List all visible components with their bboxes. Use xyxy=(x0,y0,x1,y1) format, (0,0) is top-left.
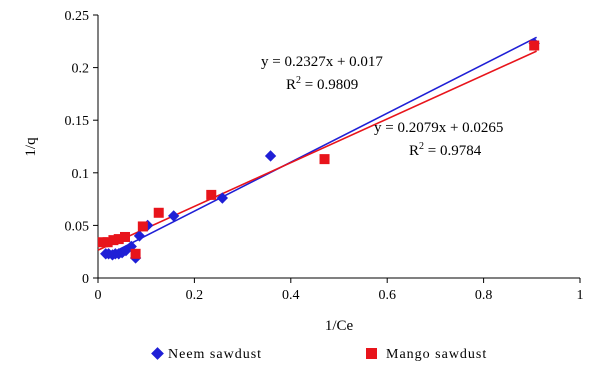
y-tick-label: 0.2 xyxy=(72,62,90,77)
mango-point xyxy=(102,237,113,248)
neem-equation-annotation: y = 0.2327x + 0.017 R2 = 0.9809 xyxy=(261,54,383,93)
x-tick-label: 0.6 xyxy=(378,288,396,303)
mango-point xyxy=(206,189,217,200)
mango-points xyxy=(97,40,540,259)
legend-neem-label: Neem sawdust xyxy=(168,347,262,362)
y-tick-label: 0.15 xyxy=(65,114,90,129)
mango-r2: R2 = 0.9784 xyxy=(409,141,482,159)
mango-point xyxy=(153,207,164,218)
neem-point xyxy=(264,150,277,162)
legend-mango-marker xyxy=(366,348,377,359)
mango-point xyxy=(319,154,330,165)
neem-r2: R2 = 0.9809 xyxy=(286,75,358,93)
y-tick-label: 0.1 xyxy=(72,167,90,182)
y-axis-title: 1/q xyxy=(23,137,39,157)
legend-item-neem: Neem sawdust xyxy=(151,347,262,362)
y-tick-label: 0 xyxy=(82,272,89,287)
legend-neem-marker xyxy=(151,347,164,360)
mango-point xyxy=(113,234,124,245)
neem-point xyxy=(216,192,229,204)
legend-item-mango: Mango sawdust xyxy=(366,347,487,362)
x-axis-title: 1/Ce xyxy=(325,318,354,334)
legend-mango-label: Mango sawdust xyxy=(386,347,487,362)
mango-equation: y = 0.2079x + 0.0265 xyxy=(374,120,503,136)
neem-equation: y = 0.2327x + 0.017 xyxy=(261,54,383,70)
legend: Neem sawdust Mango sawdust xyxy=(151,347,487,362)
x-tick-label: 1 xyxy=(577,288,584,303)
mango-point xyxy=(137,221,148,232)
mango-point xyxy=(108,235,119,246)
x-tick-label: 0 xyxy=(95,288,102,303)
x-tick-label: 0.4 xyxy=(282,288,300,303)
x-tick-label: 0.2 xyxy=(186,288,204,303)
mango-point xyxy=(119,231,130,242)
x-tick-label: 0.8 xyxy=(475,288,493,303)
y-tick-label: 0.25 xyxy=(65,9,90,24)
neem-point xyxy=(133,230,146,242)
neem-point xyxy=(168,210,180,222)
neem-fit-line xyxy=(104,36,537,258)
mango-equation-annotation: y = 0.2079x + 0.0265 R2 = 0.9784 xyxy=(374,120,503,159)
axes: 0 0.2 0.4 0.6 0.8 1 0 0.05 0.1 0.15 0.2 0.25 xyxy=(65,9,584,303)
neem-point xyxy=(125,240,137,253)
y-tick-label: 0.05 xyxy=(65,219,90,234)
mango-point xyxy=(130,248,141,259)
mango-point xyxy=(529,40,540,51)
data-markers xyxy=(97,37,540,264)
